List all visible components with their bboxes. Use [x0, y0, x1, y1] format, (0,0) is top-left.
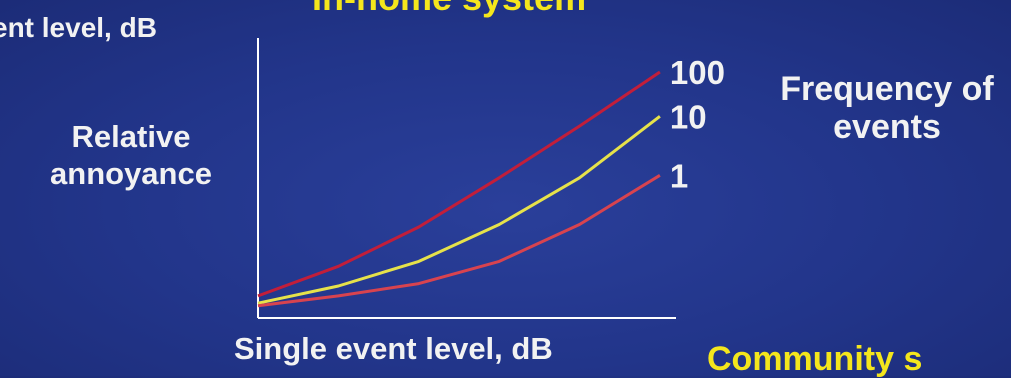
- series-label-10: 10: [670, 98, 707, 135]
- series-group: 100 10 1: [257, 54, 725, 308]
- chart-bottom-title: Community s: [707, 340, 923, 378]
- series-label-100: 100: [670, 54, 725, 91]
- series-label-1: 1: [670, 157, 688, 194]
- x-axis-label: Single event level, dB: [234, 331, 553, 366]
- cut-off-axis-label: ent level, dB: [0, 12, 157, 43]
- series-line-1: [257, 174, 661, 308]
- chart-top-title: In-home system: [312, 0, 586, 16]
- y-axis-label: Relative annoyance: [50, 119, 212, 192]
- series-line-10: [257, 115, 661, 305]
- series-line-100: [257, 70, 661, 298]
- legend-title: Frequency of events: [780, 70, 994, 147]
